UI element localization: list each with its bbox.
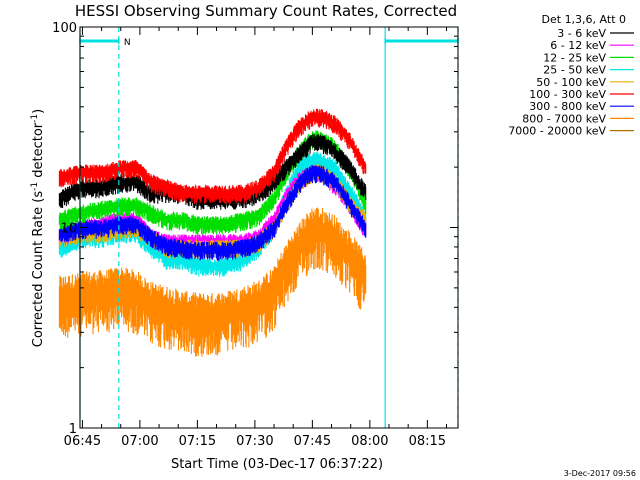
legend-entry-label: 6 - 12 keV <box>550 39 606 52</box>
x-tick-label: 06:45 <box>64 434 101 449</box>
plot-area: N <box>58 27 459 428</box>
legend-entry-label: 3 - 6 keV <box>557 27 606 40</box>
series-trace <box>58 165 367 261</box>
chart-title: HESSI Observing Summary Count Rates, Cor… <box>75 2 457 20</box>
y-tick-label: 100 <box>52 21 77 36</box>
y-axis-label: Corrected Count Rate (s-1 detector-1) <box>30 109 46 347</box>
legend-entry-label: 300 - 800 keV <box>529 100 606 113</box>
y-tick-label: 10 <box>60 222 77 237</box>
series-800-7000keV <box>58 207 367 357</box>
series-100-300keV <box>58 108 367 204</box>
legend-header: Det 1,3,6, Att 0 <box>542 13 626 26</box>
x-axis-label: Start Time (03-Dec-17 06:37:22) <box>171 457 383 472</box>
x-tick-label: 07:15 <box>179 434 216 449</box>
x-tick-label: 07:45 <box>294 434 331 449</box>
legend-entry-label: 50 - 100 keV <box>536 76 606 89</box>
x-tick-label: 07:00 <box>121 434 158 449</box>
series-trace <box>58 108 367 204</box>
y-axis: 1 10 100 <box>52 21 458 437</box>
legend-entry-label: 12 - 25 keV <box>543 51 606 64</box>
legend-entry-label: 800 - 7000 keV <box>522 112 606 125</box>
legend-entry-label: 7000 - 20000 keV <box>508 125 606 138</box>
x-tick-label: 08:15 <box>409 434 446 449</box>
orbit-bar-label: N <box>124 38 131 48</box>
x-tick-label: 08:00 <box>351 434 388 449</box>
legend-entry-label: 100 - 300 keV <box>529 88 606 101</box>
series-300-800keV <box>58 165 367 261</box>
y-tick-label: 1 <box>69 422 77 437</box>
x-axis: 06:45 07:00 07:15 07:30 07:45 08:00 08:15 <box>64 27 448 449</box>
x-tick-label: 07:30 <box>236 434 273 449</box>
timestamp: 3-Dec-2017 09:56 <box>564 469 636 478</box>
legend-entry-label: 25 - 50 keV <box>543 64 606 77</box>
series-trace <box>58 207 367 357</box>
